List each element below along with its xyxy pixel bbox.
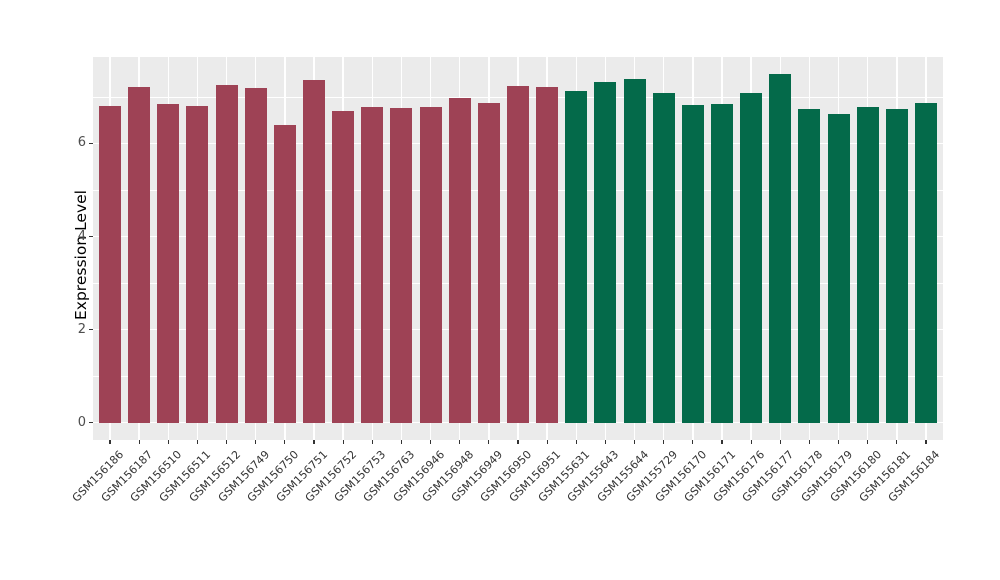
y-tick-label: 0 <box>77 414 86 430</box>
x-tick-mark <box>371 440 373 444</box>
bar <box>157 103 180 423</box>
x-tick-mark <box>750 440 752 444</box>
y-tick-label: 6 <box>77 135 86 151</box>
y-tick-mark <box>89 235 93 238</box>
bar <box>390 108 413 423</box>
bar <box>99 106 121 423</box>
x-tick-mark <box>255 440 257 444</box>
bar <box>856 106 879 423</box>
bar <box>128 86 151 423</box>
x-tick-mark <box>546 440 548 444</box>
bar <box>186 106 209 423</box>
x-tick-mark <box>429 440 432 444</box>
bar <box>885 108 908 423</box>
x-tick-mark <box>925 440 927 444</box>
plot-panel <box>93 57 943 440</box>
x-tick-mark <box>633 440 636 444</box>
y-tick-mark <box>89 329 93 331</box>
x-tick-mark <box>663 440 665 444</box>
x-tick-mark <box>575 440 577 444</box>
bar <box>681 105 704 423</box>
bar <box>419 107 442 423</box>
bar <box>477 103 500 423</box>
y-tick-mark <box>89 422 93 424</box>
bar <box>244 88 267 423</box>
x-tick-mark <box>808 440 811 444</box>
y-tick-label: 2 <box>77 321 86 337</box>
bar <box>915 103 937 423</box>
y-axis-title: Expression Level <box>72 190 90 320</box>
bar <box>594 82 617 423</box>
x-tick-mark <box>196 440 199 444</box>
y-tick-label: 4 <box>77 228 86 244</box>
bar <box>769 74 792 423</box>
x-tick-mark <box>721 440 723 444</box>
bar <box>448 98 471 423</box>
x-tick-mark <box>779 440 781 444</box>
bar <box>740 92 763 423</box>
bar <box>536 87 559 423</box>
bar <box>332 110 355 423</box>
x-tick-mark <box>109 440 111 444</box>
bar <box>565 91 588 423</box>
x-tick-mark <box>138 440 140 444</box>
x-tick-mark <box>488 440 490 444</box>
x-tick-mark <box>867 440 869 444</box>
x-tick-mark <box>313 440 315 444</box>
x-tick-mark <box>604 440 607 444</box>
bar <box>215 85 238 423</box>
x-tick-mark <box>837 440 840 444</box>
x-tick-mark <box>692 440 694 444</box>
bar <box>827 113 850 423</box>
x-tick-mark <box>517 440 519 444</box>
bar <box>623 79 646 423</box>
x-tick-mark <box>896 440 898 444</box>
bar <box>507 85 529 423</box>
x-tick-mark <box>342 440 344 444</box>
x-tick-mark <box>459 440 461 444</box>
bar <box>711 103 733 423</box>
bar <box>652 93 675 423</box>
bar <box>273 124 296 423</box>
bar <box>361 106 384 423</box>
major-gridline <box>93 422 943 424</box>
bar <box>798 109 821 423</box>
bar <box>303 80 325 423</box>
x-tick-mark <box>225 440 228 444</box>
x-tick-mark <box>284 440 286 444</box>
y-tick-mark <box>89 142 93 144</box>
x-tick-mark <box>167 440 169 444</box>
x-tick-mark <box>400 440 403 444</box>
